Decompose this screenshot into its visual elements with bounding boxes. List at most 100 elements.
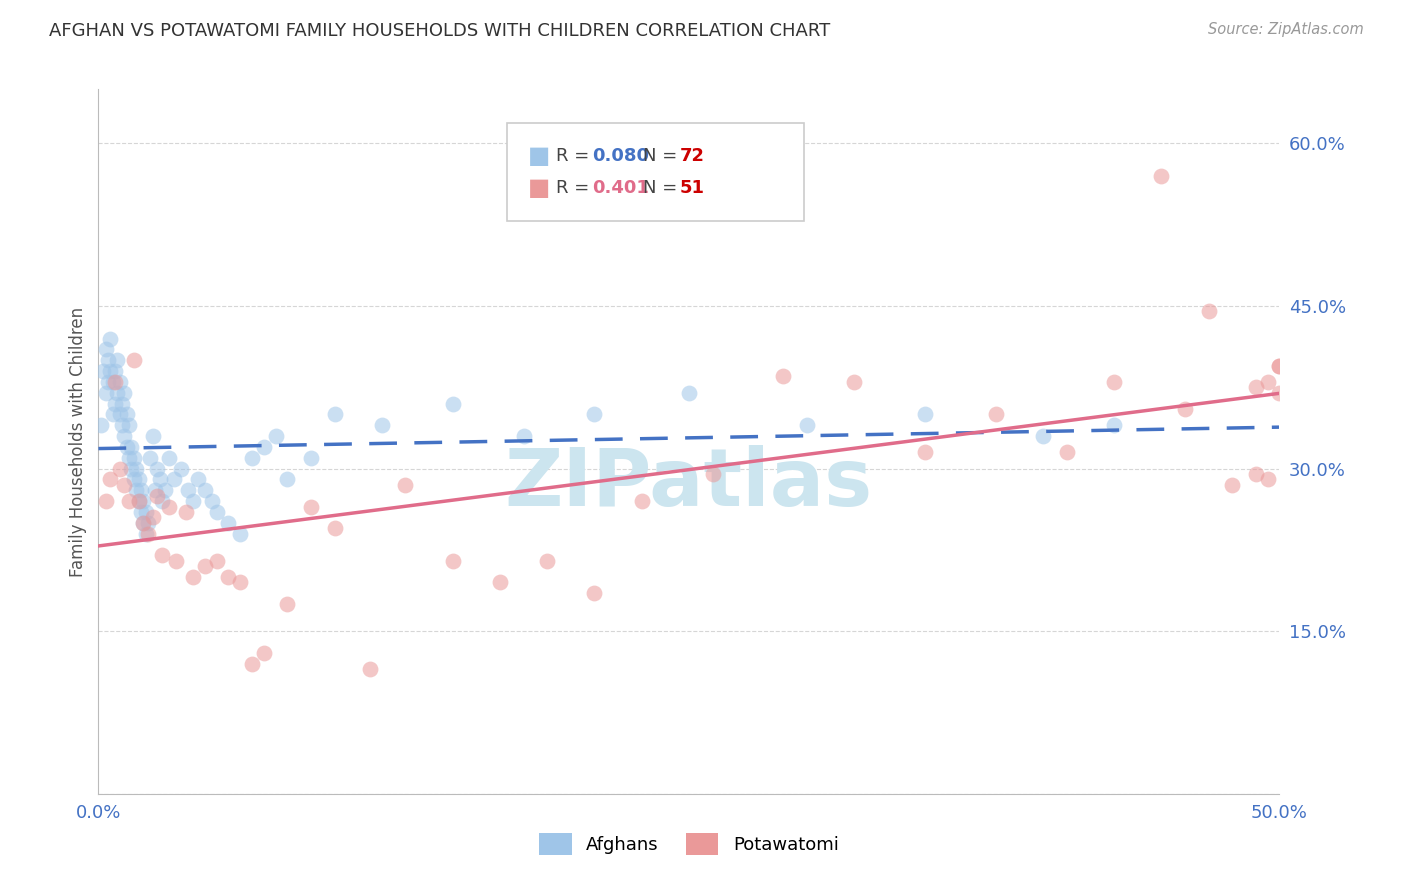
Text: 0.080: 0.080 [592, 147, 650, 165]
Point [229, 526, 252, 541]
Text: N =: N = [643, 179, 683, 197]
Point [104, 396, 127, 410]
Point [128, 494, 150, 508]
Point [1198, 304, 1220, 318]
Point [489, 575, 512, 590]
Y-axis label: Family Households with Children: Family Households with Children [69, 307, 87, 576]
Point [276, 473, 298, 487]
Point [678, 385, 700, 400]
Point [299, 500, 322, 514]
Text: 72: 72 [679, 147, 704, 165]
Point [844, 375, 866, 389]
Point [150, 549, 173, 563]
Point [1220, 478, 1243, 492]
Point [194, 559, 217, 574]
Point [122, 353, 145, 368]
Text: ■: ■ [527, 177, 550, 201]
Text: N =: N = [643, 147, 683, 165]
Point [97, 375, 120, 389]
Point [98, 473, 121, 487]
Point [1102, 375, 1125, 389]
Point [1056, 445, 1078, 459]
Point [1032, 429, 1054, 443]
Point [276, 597, 298, 611]
Point [702, 467, 724, 481]
Point [177, 483, 200, 498]
Point [253, 440, 276, 454]
Point [157, 450, 180, 465]
Point [115, 408, 138, 422]
Point [240, 450, 263, 465]
Point [217, 516, 239, 530]
Point [583, 586, 606, 600]
Point [111, 396, 134, 410]
Point [371, 418, 394, 433]
Point [512, 429, 534, 443]
Point [583, 408, 606, 422]
Point [323, 521, 346, 535]
Point [1268, 359, 1291, 373]
Point [118, 450, 141, 465]
Point [441, 396, 464, 410]
Text: R =: R = [555, 147, 595, 165]
Point [150, 494, 173, 508]
Point [1244, 467, 1267, 481]
Point [1174, 402, 1197, 417]
Point [1268, 359, 1291, 373]
Text: ZIPatlas: ZIPatlas [505, 445, 873, 523]
Point [914, 408, 936, 422]
Text: ■: ■ [527, 145, 550, 169]
Point [94, 343, 117, 357]
Point [97, 353, 120, 368]
Point [201, 494, 224, 508]
Point [132, 516, 155, 530]
Point [146, 461, 169, 475]
Point [143, 483, 166, 498]
Point [132, 516, 155, 530]
Point [299, 450, 322, 465]
Text: AFGHAN VS POTAWATOMI FAMILY HOUSEHOLDS WITH CHILDREN CORRELATION CHART: AFGHAN VS POTAWATOMI FAMILY HOUSEHOLDS W… [49, 22, 831, 40]
Point [1257, 473, 1279, 487]
Point [142, 429, 165, 443]
Point [165, 554, 187, 568]
Point [253, 646, 276, 660]
Point [118, 494, 141, 508]
Point [153, 483, 176, 498]
Text: 0.401: 0.401 [592, 179, 650, 197]
Point [914, 445, 936, 459]
Point [108, 461, 131, 475]
Point [772, 369, 794, 384]
Text: Source: ZipAtlas.com: Source: ZipAtlas.com [1208, 22, 1364, 37]
Point [104, 375, 127, 389]
Point [122, 473, 145, 487]
Point [136, 526, 159, 541]
Text: 51: 51 [679, 179, 704, 197]
Point [1244, 380, 1267, 394]
Point [112, 429, 135, 443]
Point [105, 353, 128, 368]
Point [111, 418, 134, 433]
Point [128, 473, 150, 487]
Point [98, 332, 121, 346]
Point [142, 510, 165, 524]
Legend: Afghans, Potawatomi: Afghans, Potawatomi [531, 826, 846, 863]
Point [101, 375, 124, 389]
Point [128, 494, 150, 508]
Point [1102, 418, 1125, 433]
Point [98, 364, 121, 378]
Point [174, 505, 197, 519]
Point [205, 554, 228, 568]
Point [94, 385, 117, 400]
Point [101, 408, 124, 422]
Point [139, 450, 162, 465]
Point [205, 505, 228, 519]
Point [163, 473, 186, 487]
Point [796, 418, 818, 433]
Point [1257, 375, 1279, 389]
Point [90, 418, 112, 433]
Point [104, 364, 127, 378]
Point [157, 500, 180, 514]
Point [1268, 385, 1291, 400]
Text: R =: R = [555, 179, 595, 197]
Point [105, 385, 128, 400]
